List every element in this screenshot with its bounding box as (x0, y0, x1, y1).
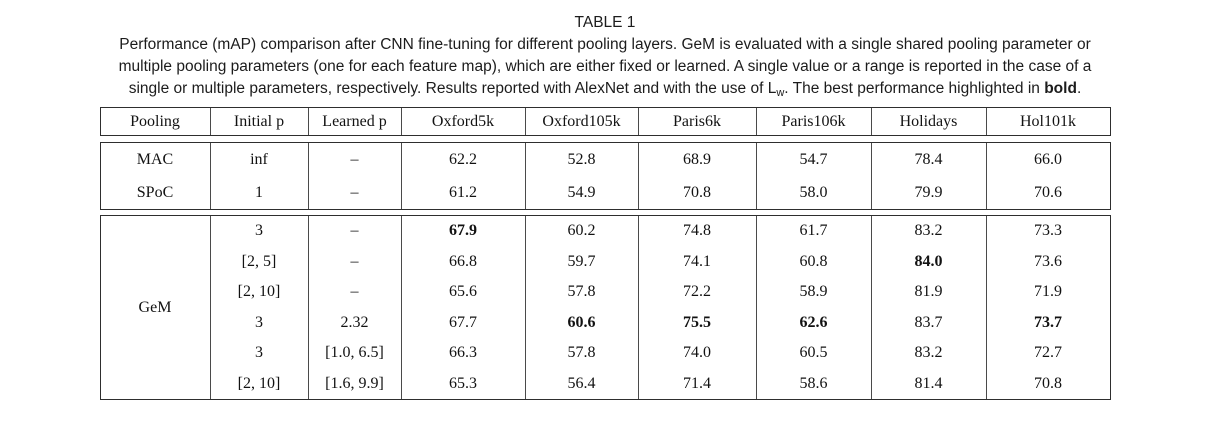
table-cell: – (307, 216, 401, 247)
table-cell: 54.9 (524, 176, 638, 209)
table-cell: 68.9 (637, 143, 756, 176)
table-cell: 1 (209, 176, 308, 209)
table-cell: [2, 5] (209, 246, 308, 277)
header-cell-pooling: Pooling (130, 112, 180, 130)
header-cell-oxford105k: Oxford105k (524, 108, 638, 135)
table-cell: 84.0 (870, 246, 986, 277)
table-cell: 81.9 (870, 277, 986, 308)
table-cell: 75.5 (637, 307, 756, 338)
table-cell: 71.9 (985, 277, 1110, 308)
table-cell: 61.2 (400, 176, 525, 209)
table-cell: – (307, 277, 401, 308)
table-cell: 72.2 (637, 277, 756, 308)
table-cell: 83.2 (870, 338, 986, 369)
table-cell: 3 (209, 338, 308, 369)
table-caption: TABLE 1 Performance (mAP) comparison aft… (0, 0, 1210, 100)
row-label-gem: GeM (138, 298, 172, 316)
results-table: Pooling Initial p Learned p Oxford5k Oxf… (99, 107, 1111, 400)
table-cell: 60.5 (755, 338, 871, 369)
table-cell: 66.3 (400, 338, 525, 369)
row-label-spoc: SPoC (136, 183, 174, 201)
table-cell: 61.7 (755, 216, 871, 247)
table-cell: 73.3 (985, 216, 1110, 247)
row-label-mac: MAC (136, 150, 174, 168)
table-cell: 74.1 (637, 246, 756, 277)
gem-rows-box: GeM 3 – 67.9 60.2 74.8 61.7 83.2 73.3 [2… (99, 215, 1111, 400)
header-cell-holidays: Holidays (870, 108, 986, 135)
table-cell: 65.6 (400, 277, 525, 308)
table-cell: 66.8 (400, 246, 525, 277)
table-cell: 83.7 (870, 307, 986, 338)
table-cell: [2, 10] (209, 368, 308, 399)
table-cell: – (307, 143, 401, 176)
caption-line-3-text: single or multiple parameters, respectiv… (128, 80, 777, 97)
table-cell: 57.8 (524, 277, 638, 308)
table-cell: 54.7 (755, 143, 871, 176)
table-cell: inf (209, 143, 308, 176)
table-cell: 70.6 (985, 176, 1110, 209)
header-cell-learned-p: Learned p (307, 108, 401, 135)
table-cell: 60.2 (524, 216, 638, 247)
table-cell: 71.4 (637, 368, 756, 399)
table-cell: 65.3 (400, 368, 525, 399)
table-cell: 57.8 (524, 338, 638, 369)
table-cell: 62.6 (755, 307, 871, 338)
table-cell: 62.2 (400, 143, 525, 176)
table-cell: 73.6 (985, 246, 1110, 277)
table-cell: 83.2 (870, 216, 986, 247)
table-cell: 56.4 (524, 368, 638, 399)
lw-subscript: w (776, 87, 785, 99)
table-cell: 58.6 (755, 368, 871, 399)
table-cell: [1.6, 9.9] (307, 368, 401, 399)
table-cell: 74.0 (637, 338, 756, 369)
caption-line-3-mid: . The best performance highlighted in (784, 80, 1045, 97)
table-cell: 3 (209, 307, 308, 338)
table-cell: 58.0 (755, 176, 871, 209)
table-cell: 60.6 (524, 307, 638, 338)
table-cell: 2.32 (307, 307, 401, 338)
caption-line-3-end: . (1076, 80, 1082, 97)
header-cell-paris106k: Paris106k (755, 108, 871, 135)
table-caption-title: TABLE 1 (574, 14, 636, 31)
table-cell: 3 (209, 216, 308, 247)
caption-line-1: Performance (mAP) comparison after CNN f… (119, 36, 1091, 53)
baseline-rows-box: MAC inf – 62.2 52.8 68.9 54.7 78.4 66.0 … (99, 142, 1111, 210)
table-cell: 70.8 (985, 368, 1110, 399)
table-cell: – (307, 246, 401, 277)
table-cell: 67.9 (400, 216, 525, 247)
table-cell: 66.0 (985, 143, 1110, 176)
header-cell-hol101k: Hol101k (985, 108, 1110, 135)
table-cell: 78.4 (870, 143, 986, 176)
table-cell: 60.8 (755, 246, 871, 277)
table-cell: 79.9 (870, 176, 986, 209)
table-cell: 67.7 (400, 307, 525, 338)
caption-line-3: single or multiple parameters, respectiv… (0, 78, 1210, 100)
header-cell-paris6k: Paris6k (637, 108, 756, 135)
caption-bold-word: bold (1044, 80, 1077, 97)
table-cell: 52.8 (524, 143, 638, 176)
table-cell: 70.8 (637, 176, 756, 209)
table-cell: 73.7 (985, 307, 1110, 338)
table-cell: 59.7 (524, 246, 638, 277)
table-header-row: Pooling Initial p Learned p Oxford5k Oxf… (99, 107, 1111, 136)
table-cell: 72.7 (985, 338, 1110, 369)
table-cell: 58.9 (755, 277, 871, 308)
table-cell: – (307, 176, 401, 209)
table-cell: [1.0, 6.5] (307, 338, 401, 369)
table-cell: [2, 10] (209, 277, 308, 308)
table-cell: 81.4 (870, 368, 986, 399)
header-cell-oxford5k: Oxford5k (400, 108, 525, 135)
caption-line-2: multiple pooling parameters (one for eac… (118, 58, 1092, 75)
header-cell-initial-p: Initial p (209, 108, 308, 135)
table-cell: 74.8 (637, 216, 756, 247)
